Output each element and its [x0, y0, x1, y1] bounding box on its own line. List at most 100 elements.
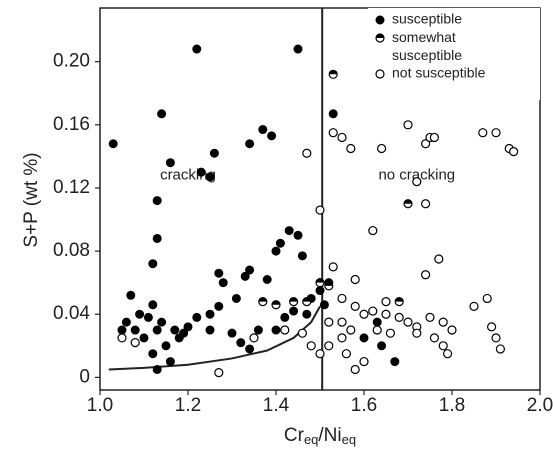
marker	[328, 109, 338, 119]
x-tick-label: 1.8	[439, 395, 465, 416]
marker	[218, 278, 228, 288]
marker	[315, 205, 325, 215]
marker-dot	[117, 325, 127, 335]
x-tick-label: 1.0	[87, 395, 113, 416]
marker-dot	[359, 333, 369, 343]
marker-dot	[297, 251, 307, 261]
y-tick-label: 0.12	[53, 177, 90, 198]
marker	[403, 317, 413, 327]
marker	[293, 230, 303, 240]
marker	[421, 270, 431, 280]
marker	[161, 341, 171, 351]
marker-dot	[271, 246, 281, 256]
marker	[372, 317, 382, 327]
marker-dot	[139, 333, 149, 343]
marker-dot	[227, 328, 237, 338]
marker-dot	[319, 300, 329, 310]
marker-half	[258, 297, 267, 302]
marker-dot	[403, 317, 413, 327]
marker	[196, 167, 206, 177]
marker-dot	[412, 177, 422, 187]
marker-dot	[126, 290, 136, 300]
x-tick-label: 1.2	[175, 395, 201, 416]
marker	[165, 158, 175, 168]
marker-dot	[315, 349, 325, 359]
marker	[205, 325, 215, 335]
marker-dot	[337, 293, 347, 304]
marker-dot	[478, 128, 488, 138]
x-axis-label-part: eq	[304, 432, 318, 447]
y-tick-label: 0.20	[53, 51, 90, 72]
boundary-curve	[108, 305, 321, 371]
marker	[117, 325, 127, 335]
marker	[130, 338, 140, 348]
marker-dot	[350, 364, 360, 375]
marker	[280, 312, 290, 322]
marker-dot	[385, 328, 395, 338]
marker	[469, 301, 479, 311]
marker-dot	[359, 309, 369, 319]
marker	[302, 297, 312, 307]
marker-half	[376, 34, 384, 38]
marker-dot	[152, 325, 162, 335]
marker	[394, 297, 404, 307]
marker	[368, 306, 378, 316]
marker	[302, 148, 312, 158]
marker-dot	[196, 167, 206, 177]
marker	[271, 325, 281, 335]
marker	[262, 275, 272, 285]
marker	[491, 128, 501, 138]
marker-dot	[421, 199, 431, 209]
marker	[421, 139, 431, 149]
marker	[425, 312, 435, 322]
marker-dot	[236, 338, 246, 348]
marker	[390, 357, 400, 367]
marker-dot	[205, 325, 215, 335]
y-tick-label: 0.08	[53, 240, 90, 261]
marker-dot	[302, 309, 312, 319]
marker	[209, 148, 219, 158]
marker	[275, 238, 285, 248]
marker	[350, 274, 360, 285]
marker	[267, 131, 277, 141]
x-axis-label-part: /Ni	[318, 425, 341, 446]
marker-dot	[161, 341, 171, 351]
marker-dot	[403, 120, 413, 130]
marker-dot	[135, 309, 145, 319]
marker	[359, 333, 369, 343]
marker-dot	[487, 322, 497, 332]
marker	[368, 225, 378, 236]
marker-half	[324, 281, 333, 286]
y-tick-label: 0	[79, 366, 90, 387]
legend-label: somewhat susceptible	[392, 29, 462, 63]
marker-dot	[412, 328, 422, 338]
x-tick-label: 2.0	[527, 395, 553, 416]
marker-dot	[337, 132, 347, 143]
marker	[108, 139, 118, 149]
marker-dot	[192, 44, 202, 54]
marker	[403, 199, 413, 209]
marker-dot	[346, 143, 356, 154]
marker	[165, 357, 175, 367]
marker	[117, 333, 127, 343]
marker-dot	[214, 268, 224, 278]
marker	[346, 143, 356, 154]
marker	[157, 109, 167, 119]
marker	[253, 325, 263, 335]
marker-dot	[302, 148, 312, 158]
marker	[478, 128, 488, 138]
marker	[240, 271, 250, 281]
marker-dot	[346, 325, 356, 335]
marker	[385, 328, 395, 338]
marker	[179, 328, 189, 338]
marker-dot	[350, 301, 360, 311]
marker	[394, 312, 404, 322]
marker-half	[272, 300, 280, 305]
marker	[152, 364, 162, 374]
plot-frame	[99, 7, 541, 391]
marker	[328, 69, 338, 79]
marker	[280, 325, 290, 335]
y-tick-label: 0.16	[53, 114, 90, 135]
x-axis-label-part: eq	[342, 432, 356, 447]
annotation: no cracking	[378, 166, 455, 183]
